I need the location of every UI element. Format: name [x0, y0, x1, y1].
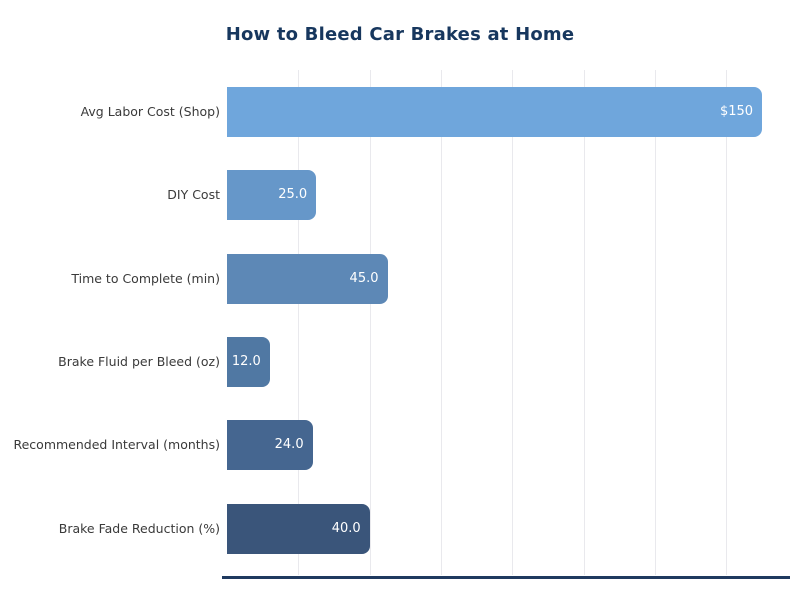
gridline-x-140: [726, 70, 728, 575]
gridline-x-100: [583, 70, 585, 575]
bar-value-label: 24.0: [274, 437, 304, 453]
gridline-x-40: [369, 70, 371, 575]
category-label: Brake Fluid per Bleed (oz): [58, 353, 220, 369]
category-label: Recommended Interval (months): [13, 437, 220, 453]
bar: $150: [227, 87, 763, 137]
bar: 40.0: [227, 503, 370, 554]
category-label: DIY Cost: [167, 187, 220, 203]
bar-value-label: 45.0: [349, 270, 379, 286]
bar: 12.0: [227, 336, 270, 387]
category-label: Brake Fade Reduction (%): [58, 520, 220, 536]
chart-title: How to Bleed Car Brakes at Home: [225, 24, 575, 45]
bar-value-label: $150: [719, 104, 754, 119]
gridline-x-80: [512, 70, 514, 575]
bar-value-label: 25.0: [278, 187, 308, 203]
bar: 24.0: [227, 420, 313, 471]
bar: 25.0: [227, 170, 317, 221]
gridline-x-60: [441, 70, 443, 575]
category-label: Avg Labor Cost (Shop): [80, 104, 220, 119]
category-label: Time to Complete (min): [71, 270, 220, 286]
bar-value-label: 40.0: [331, 520, 361, 536]
bar: 45.0: [227, 253, 388, 304]
bar-value-label: 12.0: [231, 353, 261, 369]
gridline-x-120: [655, 70, 657, 575]
x-axis-line: [222, 576, 790, 579]
gridline-x-20: [298, 70, 300, 575]
